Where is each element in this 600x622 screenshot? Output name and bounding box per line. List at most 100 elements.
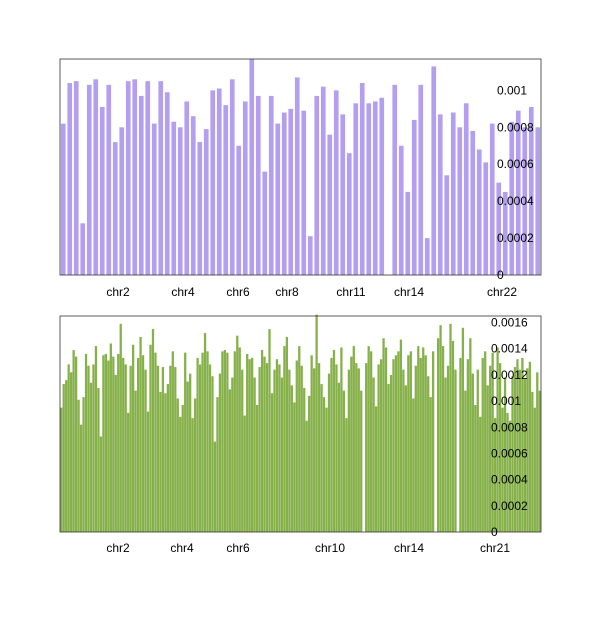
x-tick-label: chr2 xyxy=(106,541,130,555)
bar xyxy=(243,415,246,532)
bar xyxy=(300,365,303,532)
bar xyxy=(281,112,287,275)
bar xyxy=(359,83,365,275)
bar xyxy=(189,373,192,532)
bar xyxy=(72,350,75,532)
bar xyxy=(365,363,368,532)
bar xyxy=(216,88,222,275)
bar xyxy=(102,355,105,532)
bar xyxy=(283,346,286,532)
bar xyxy=(484,351,487,532)
bar xyxy=(367,346,370,532)
bar xyxy=(531,391,534,532)
bar xyxy=(315,314,318,532)
bar xyxy=(355,363,358,532)
bar xyxy=(397,351,400,532)
bar xyxy=(156,365,160,532)
bar xyxy=(404,385,408,532)
bar xyxy=(346,153,352,275)
bar xyxy=(506,412,509,532)
bar xyxy=(360,390,363,532)
bar xyxy=(382,338,385,532)
bar xyxy=(392,84,398,275)
panel-bottom: 0 0.0002 0.0004 0.0006 0.0008 0.001 0.0012 0.00… xyxy=(59,314,542,555)
bar xyxy=(399,339,403,532)
bar xyxy=(384,347,388,532)
bar xyxy=(417,346,420,532)
bar xyxy=(330,357,333,532)
bar xyxy=(294,77,300,276)
bar xyxy=(265,363,269,532)
bar xyxy=(92,364,95,532)
bar xyxy=(288,369,291,532)
bar xyxy=(461,327,465,532)
bar xyxy=(427,376,430,532)
bar xyxy=(489,365,492,532)
bar xyxy=(190,116,196,275)
bar xyxy=(97,388,100,532)
bar xyxy=(337,382,341,532)
bar xyxy=(325,407,328,532)
bar xyxy=(275,123,281,276)
bar xyxy=(483,162,489,275)
bar xyxy=(350,356,353,532)
bar xyxy=(496,182,502,275)
bar xyxy=(203,129,209,275)
bar xyxy=(290,385,293,532)
y-tick-label: 0.0016 xyxy=(491,316,528,330)
bar xyxy=(144,369,147,532)
bar xyxy=(322,397,326,532)
bar xyxy=(161,367,165,532)
bar xyxy=(70,372,73,532)
bar xyxy=(229,79,235,275)
bar xyxy=(288,108,294,275)
bar xyxy=(533,407,536,532)
bar xyxy=(307,236,313,275)
bar xyxy=(295,360,298,532)
y-tick-label: 0.0006 xyxy=(497,157,534,171)
bar xyxy=(223,350,227,532)
bar xyxy=(231,377,234,532)
bar xyxy=(65,380,68,532)
bar xyxy=(457,127,463,275)
bar xyxy=(141,355,145,532)
bar xyxy=(104,353,108,532)
bar xyxy=(327,134,333,275)
bar xyxy=(184,101,190,276)
bar xyxy=(164,92,170,275)
bar xyxy=(285,336,288,532)
bar xyxy=(407,355,410,532)
x-tick-label: chr14 xyxy=(394,285,424,299)
x-tick-label: chr21 xyxy=(480,541,510,555)
bar xyxy=(429,397,432,532)
bar xyxy=(332,350,336,532)
bar xyxy=(516,359,519,532)
x-tick-label: chr2 xyxy=(106,285,130,299)
bar xyxy=(444,377,447,532)
bar xyxy=(236,335,239,532)
bar xyxy=(206,351,209,532)
bar xyxy=(464,390,467,532)
bar xyxy=(402,369,405,532)
bar xyxy=(249,59,255,275)
bar xyxy=(409,351,412,532)
plot-frame xyxy=(59,315,542,533)
bar xyxy=(122,357,125,532)
bar xyxy=(535,127,541,275)
bar xyxy=(86,84,92,275)
bar xyxy=(513,367,517,532)
bar xyxy=(255,95,261,275)
bar xyxy=(280,377,284,532)
bar xyxy=(159,391,162,532)
bar xyxy=(459,357,462,532)
bar xyxy=(308,395,311,532)
bar xyxy=(451,340,455,532)
bar xyxy=(132,344,135,532)
bar xyxy=(352,346,355,532)
bar xyxy=(370,351,373,532)
bar xyxy=(251,357,254,532)
bar xyxy=(340,347,343,532)
bar xyxy=(93,79,99,275)
bar xyxy=(149,344,152,532)
y-tick-label: 0 xyxy=(491,525,498,539)
